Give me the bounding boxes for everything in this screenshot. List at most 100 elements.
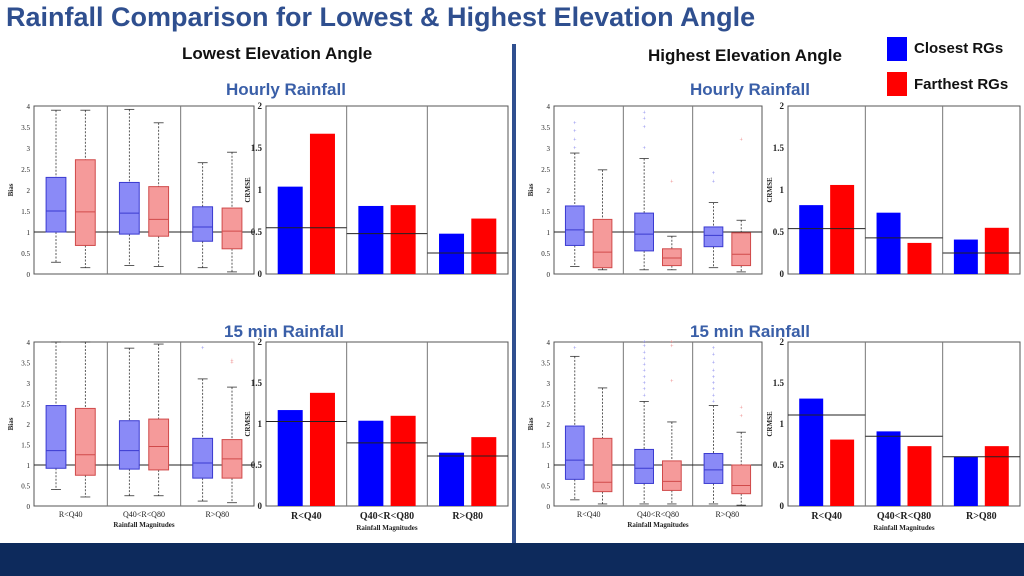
outlier-point: +: [642, 381, 646, 387]
outlier-point: +: [642, 125, 646, 131]
bar-closest: [277, 410, 303, 506]
y-tick-label: 0: [27, 271, 31, 279]
y-tick-label: 2: [547, 421, 551, 429]
bar-closest: [358, 420, 384, 506]
y-tick-label: 1: [547, 229, 551, 237]
bar-closest: [439, 452, 465, 506]
y-axis-label: Bias: [527, 417, 535, 430]
outlier-point: +: [712, 399, 716, 405]
y-tick-label: 2: [258, 101, 263, 111]
outlier-point: +: [642, 393, 646, 399]
box-farthest: [731, 232, 752, 267]
y-tick-label: 4: [27, 339, 31, 347]
y-tick-label: 0: [258, 269, 263, 279]
y-tick-label: 1.5: [541, 442, 550, 450]
y-tick-label: 2.5: [21, 166, 30, 174]
x-tick-label: R<Q40: [811, 511, 842, 522]
y-tick-label: 3: [547, 380, 551, 388]
y-tick-label: 0.5: [773, 460, 785, 470]
box-farthest: [662, 248, 682, 267]
y-tick-label: 2: [27, 421, 31, 429]
box-farthest: [592, 218, 613, 269]
y-axis-label: CRMSE: [244, 411, 252, 437]
y-tick-label: 0: [547, 271, 551, 279]
y-tick-label: 2: [780, 337, 785, 347]
y-tick-label: 1: [780, 185, 785, 195]
bar-farthest: [390, 415, 416, 506]
subtitle-right-hourly: Hourly Rainfall: [690, 80, 810, 99]
bar-farthest: [471, 218, 497, 274]
outlier-point: +: [230, 361, 234, 367]
box-closest: [192, 206, 214, 242]
outlier-point: +: [573, 146, 577, 152]
outlier-point: +: [712, 180, 716, 186]
y-tick-label: 1.5: [251, 143, 263, 153]
y-tick-label: 2: [258, 337, 263, 347]
outlier-point: +: [642, 110, 646, 116]
footer-bar: [0, 543, 1024, 576]
y-tick-label: 1: [780, 419, 785, 429]
outlier-point: +: [712, 352, 716, 358]
outlier-point: +: [642, 117, 646, 123]
outlier-point: +: [642, 369, 646, 375]
bar-closest: [439, 233, 465, 274]
box-closest: [192, 437, 214, 479]
outlier-point: +: [670, 180, 674, 186]
outlier-point: +: [712, 393, 716, 399]
y-tick-label: 1: [258, 419, 263, 429]
outlier-point: +: [740, 414, 744, 420]
y-tick-label: 2: [547, 187, 551, 195]
bar-chart-low-15min: 0 0.5 1 1.5 2 CRMSE R<Q40 Q40<R<Q80 R>Q80 Rainfal…: [244, 337, 509, 532]
page-title: Rainfall Comparison for Lowest & Highest…: [6, 2, 756, 32]
x-axis-label: Rainfall Magnitudes: [356, 524, 418, 532]
bar-closest: [876, 212, 901, 274]
legend-label-closest: Closest RGs: [914, 40, 1004, 57]
box-closest: [564, 425, 585, 480]
plot-frame: [33, 341, 255, 507]
y-tick-label: 2: [780, 101, 785, 111]
box-closest: [45, 176, 67, 233]
box-closest: [634, 448, 654, 484]
box-closest: [634, 212, 654, 252]
box-plot-high-15min: 0 0.5 1 1.5 2 2.5 3 3.5 4 Bias R<Q40 Q40<R<Q80 R>Q80…: [527, 339, 763, 529]
y-tick-label: 3.5: [21, 124, 30, 132]
outlier-point: +: [573, 346, 577, 352]
y-tick-label: 3: [547, 145, 551, 153]
y-tick-label: 1.5: [773, 378, 785, 388]
x-tick-label: R>Q80: [966, 511, 997, 522]
outlier-point: +: [642, 375, 646, 381]
legend-swatch-farthest: [887, 72, 907, 96]
outlier-point: +: [712, 375, 716, 381]
bar-chart-low-hourly: 0 0.5 1 1.5 2 CRMSE: [244, 101, 509, 279]
box-plot-low-hourly: 0 0.5 1 1.5 2 2.5 3 3.5 4 Bias: [7, 103, 255, 279]
outlier-point: +: [712, 369, 716, 375]
y-tick-label: 0.5: [21, 250, 30, 258]
box-closest: [45, 405, 67, 469]
bar-chart-high-15min: 0 0.5 1 1.5 2 CRMSE R<Q40 Q40<R<Q80 R>Q80 Rainfal…: [766, 337, 1021, 532]
bar-closest: [799, 398, 824, 506]
y-tick-label: 0.5: [541, 483, 550, 491]
bar-farthest: [309, 392, 335, 506]
bar-farthest: [907, 446, 932, 506]
x-tick-label: Q40<R<Q80: [360, 511, 414, 522]
box-closest: [703, 453, 724, 484]
y-tick-label: 1.5: [773, 143, 785, 153]
y-axis-label: CRMSE: [244, 177, 252, 203]
plot-frame: [265, 341, 509, 507]
bar-closest: [953, 456, 978, 506]
bar-farthest: [309, 133, 335, 274]
bar-farthest: [390, 205, 416, 274]
y-tick-label: 4: [27, 103, 31, 111]
outlier-point: +: [712, 361, 716, 367]
box-farthest: [221, 207, 243, 250]
subtitle-left-hourly: Hourly Rainfall: [226, 80, 346, 99]
outlier-point: +: [712, 171, 716, 177]
x-tick-label: R<Q40: [577, 510, 601, 519]
bar-closest: [358, 205, 384, 274]
box-farthest: [74, 159, 96, 246]
box-farthest: [731, 464, 752, 495]
y-tick-label: 4: [547, 339, 551, 347]
x-tick-label: Q40<R<Q80: [123, 510, 165, 519]
y-tick-label: 0: [780, 501, 785, 511]
bar-farthest: [830, 184, 855, 274]
